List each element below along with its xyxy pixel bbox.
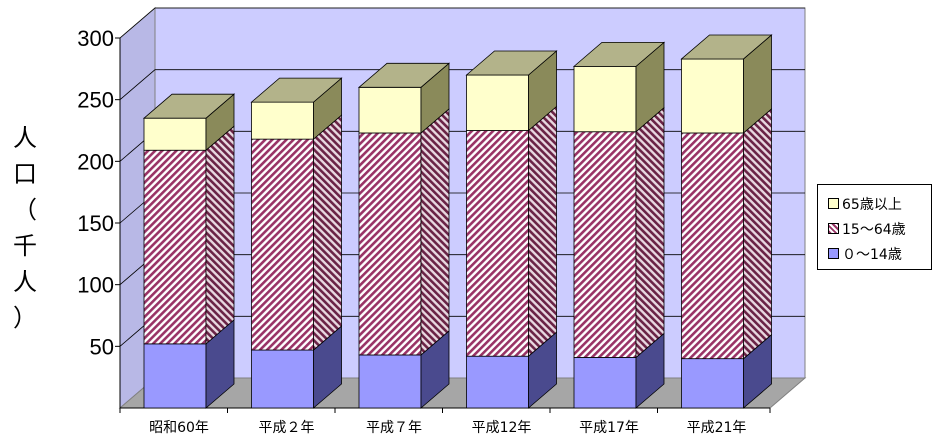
y-axis-label-char: 口	[13, 160, 37, 188]
bar-age-0-14-front	[143, 343, 207, 409]
bar-top	[357, 62, 451, 88]
legend-item-15-64: 15～64歳	[828, 216, 931, 241]
bar-top	[572, 41, 666, 67]
y-tick-label: 50	[90, 334, 114, 359]
x-tick-label: 平成17年	[579, 420, 639, 436]
legend-item-65-plus: 65歳以上	[828, 191, 931, 216]
y-tick-label: 100	[77, 273, 114, 298]
y-axis-label-char: （	[13, 196, 37, 224]
bar-age-15-64-side	[635, 106, 665, 359]
legend-swatch-15-64	[828, 223, 839, 234]
x-tick-label: 平成７年	[366, 420, 422, 436]
bar-age-65-plus-front	[573, 65, 637, 133]
bar-age-15-64-front	[681, 132, 744, 360]
y-tick-label: 200	[77, 149, 114, 174]
bar-age-15-64-front	[251, 138, 314, 351]
y-axis-label-char: 人	[13, 268, 37, 296]
bar-age-15-64-front	[143, 149, 207, 345]
bar-age-65-plus-front	[358, 86, 422, 134]
bar-age-15-64-side	[205, 125, 235, 345]
bar-top	[142, 93, 236, 119]
bar-age-0-14-front	[681, 358, 744, 409]
y-axis-label-char: ）	[13, 304, 37, 332]
bar-top	[680, 34, 773, 60]
bar-age-0-14-front	[251, 349, 314, 409]
legend-swatch-65-plus	[828, 198, 839, 209]
bar-age-65-plus-front	[143, 117, 207, 151]
bar-age-0-14-front	[358, 354, 422, 409]
legend-label: 15～64歳	[842, 221, 906, 238]
bar-age-65-plus-front	[466, 74, 529, 131]
y-axis-label: 人 口 （ 千 人 ）	[10, 120, 40, 336]
x-tick-label: 平成21年	[687, 420, 747, 436]
x-tick-label: 平成２年	[259, 420, 315, 436]
bar-age-15-64-front	[466, 130, 529, 357]
bar-age-15-64-side	[743, 108, 772, 360]
y-axis-label-char: 千	[13, 232, 37, 260]
bar-age-65-plus-front	[251, 101, 314, 140]
legend-item-0-14: ０～14歳	[828, 241, 931, 266]
bar-age-15-64-side	[313, 114, 342, 351]
bar-age-0-14-front	[573, 357, 637, 409]
y-tick-label: 250	[77, 88, 114, 113]
x-tick-label: 平成12年	[472, 420, 532, 436]
bar-age-15-64-front	[358, 132, 422, 356]
y-tick-label: 150	[77, 211, 114, 236]
bar-age-0-14-front	[466, 355, 529, 409]
gridline	[119, 7, 805, 39]
bar-age-15-64-side	[420, 108, 450, 356]
y-axis-label-char: 人	[13, 124, 37, 152]
bar-age-15-64-front	[573, 131, 637, 358]
x-tick-label: 昭和60年	[149, 420, 209, 436]
legend-label: ０～14歳	[842, 246, 902, 263]
chart-legend: 65歳以上 15～64歳 ０～14歳	[817, 184, 932, 270]
bar-top	[465, 50, 558, 76]
legend-label: 65歳以上	[842, 196, 902, 213]
bar-age-15-64-side	[528, 105, 557, 358]
bar-age-65-plus-front	[681, 58, 744, 134]
legend-swatch-0-14	[828, 248, 839, 259]
y-tick-label: 300	[77, 26, 114, 51]
bar-top	[250, 77, 343, 103]
